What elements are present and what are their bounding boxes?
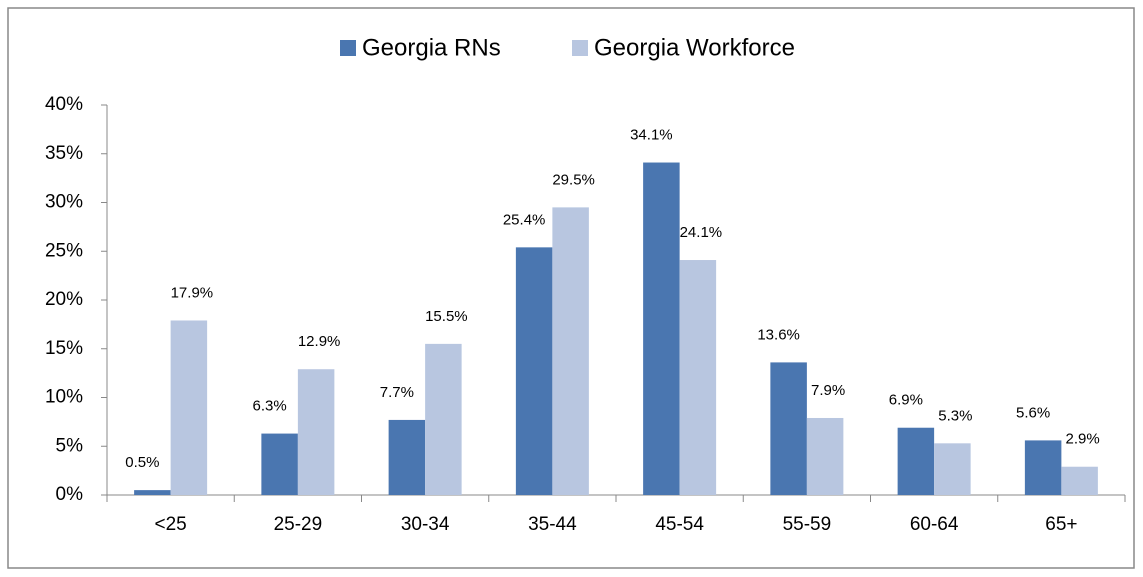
y-tick-label: 40% bbox=[45, 94, 83, 115]
x-tick-label: 60-64 bbox=[910, 514, 959, 535]
bar bbox=[770, 362, 807, 495]
bar bbox=[388, 419, 426, 495]
data-label: 15.5% bbox=[425, 308, 468, 325]
x-tick-label: 30-34 bbox=[401, 514, 450, 535]
y-tick-label: 10% bbox=[45, 387, 83, 408]
bar bbox=[261, 433, 298, 495]
data-label: 5.6% bbox=[1016, 404, 1050, 421]
bar bbox=[806, 417, 844, 495]
bar bbox=[643, 162, 680, 495]
y-tick-label: 20% bbox=[45, 289, 83, 310]
y-tick-label: 25% bbox=[45, 240, 83, 261]
bar bbox=[897, 427, 935, 495]
x-tick-label: 25-29 bbox=[274, 514, 323, 535]
bar bbox=[425, 343, 462, 495]
x-tick-label: 65+ bbox=[1045, 514, 1077, 535]
data-label: 29.5% bbox=[552, 171, 595, 188]
data-label: 34.1% bbox=[630, 126, 673, 143]
y-tick-label: 15% bbox=[45, 338, 83, 359]
data-label: 7.9% bbox=[811, 382, 845, 399]
data-label: 5.3% bbox=[938, 407, 972, 424]
x-tick-label: 55-59 bbox=[783, 514, 832, 535]
data-label: 12.9% bbox=[298, 333, 341, 350]
data-label: 17.9% bbox=[171, 284, 214, 301]
data-label: 24.1% bbox=[680, 224, 723, 241]
data-label: 6.3% bbox=[253, 398, 287, 415]
bar bbox=[679, 260, 717, 495]
bar bbox=[515, 247, 553, 495]
data-label: 6.9% bbox=[889, 392, 923, 409]
bar bbox=[134, 490, 171, 495]
bar bbox=[170, 320, 208, 495]
legend-label: Georgia Workforce bbox=[594, 34, 795, 61]
data-label: 7.7% bbox=[380, 384, 414, 401]
bar bbox=[934, 443, 971, 495]
bar bbox=[297, 369, 335, 495]
x-tick-label: <25 bbox=[155, 514, 187, 535]
data-label: 25.4% bbox=[503, 211, 546, 228]
y-tick-label: 30% bbox=[45, 192, 83, 213]
bar bbox=[552, 207, 589, 495]
bar bbox=[1061, 466, 1098, 495]
x-tick-label: 35-44 bbox=[528, 514, 577, 535]
data-label: 0.5% bbox=[125, 454, 159, 471]
data-label: 13.6% bbox=[757, 326, 800, 343]
y-tick-label: 0% bbox=[56, 484, 84, 505]
data-label: 2.9% bbox=[1066, 431, 1100, 448]
bar bbox=[1024, 440, 1062, 495]
y-tick-label: 35% bbox=[45, 143, 83, 164]
legend-swatch bbox=[340, 40, 356, 56]
legend-label: Georgia RNs bbox=[362, 34, 501, 61]
x-tick-label: 45-54 bbox=[655, 514, 704, 535]
y-tick-label: 5% bbox=[56, 435, 84, 456]
legend-swatch bbox=[572, 40, 588, 56]
